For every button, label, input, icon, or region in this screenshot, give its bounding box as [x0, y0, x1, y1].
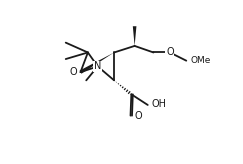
Text: O: O: [166, 47, 174, 57]
Text: OMe: OMe: [190, 56, 211, 65]
Polygon shape: [80, 52, 114, 74]
Text: OH: OH: [151, 99, 166, 109]
Text: O: O: [69, 67, 77, 77]
Polygon shape: [133, 26, 136, 46]
Text: N: N: [94, 62, 101, 71]
Text: O: O: [135, 111, 142, 121]
